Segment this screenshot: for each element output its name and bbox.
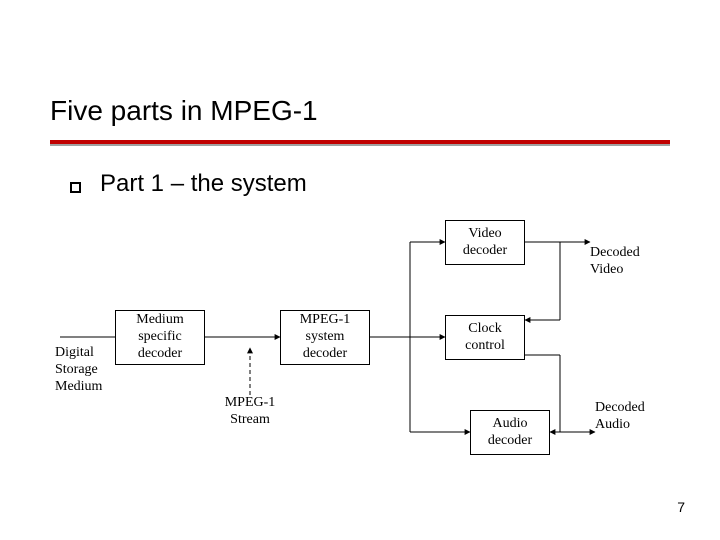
- label-decoded-video: DecodedVideo: [590, 245, 660, 279]
- slide-subtitle: Part 1 – the system: [100, 170, 307, 198]
- node-label: Clockcontrol: [465, 321, 505, 355]
- node-label: MPEG-1systemdecoder: [300, 312, 351, 362]
- slide-title: Five parts in MPEG-1: [50, 95, 318, 127]
- node-label: Audiodecoder: [488, 416, 532, 450]
- node-label: Mediumspecificdecoder: [136, 312, 183, 362]
- slide: Five parts in MPEG-1 Part 1 – the system…: [0, 0, 720, 540]
- node-audio-decoder: Audiodecoder: [470, 410, 550, 455]
- node-video-decoder: Videodecoder: [445, 220, 525, 265]
- node-clock-control: Clockcontrol: [445, 315, 525, 360]
- bullet-icon: [70, 182, 81, 193]
- label-decoded-audio: DecodedAudio: [595, 400, 665, 434]
- page-number: 7: [677, 499, 685, 515]
- label-mpeg1-stream: MPEG-1Stream: [215, 395, 285, 429]
- node-label: Videodecoder: [463, 226, 507, 260]
- label-digital-storage-medium: DigitalStorageMedium: [55, 345, 115, 395]
- title-underline-grey: [50, 144, 670, 146]
- node-medium-decoder: Mediumspecificdecoder: [115, 310, 205, 365]
- node-mpeg1-system-decoder: MPEG-1systemdecoder: [280, 310, 370, 365]
